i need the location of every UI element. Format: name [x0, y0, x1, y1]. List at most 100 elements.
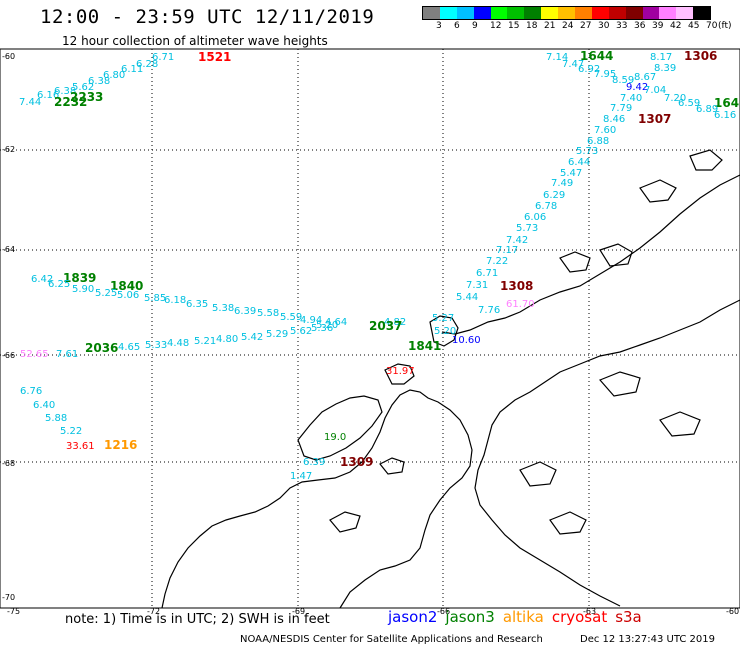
pass-time-label: 1307 — [638, 112, 671, 126]
wave-height-value: 6.06 — [524, 212, 546, 223]
wave-height-value: 7.04 — [644, 85, 666, 96]
wave-height-value: 7.20 — [664, 93, 686, 104]
color-scale-labels: 3 6 9 12 15 18 21 24 27 30 33 36 39 42 45 70 — [422, 21, 732, 33]
pass-time-label: 1306 — [684, 49, 717, 63]
wave-height-value: 6.28 — [136, 59, 158, 70]
pass-time-label: 2037 — [369, 319, 402, 333]
wave-height-value: 5.33 — [145, 340, 167, 351]
wave-height-value: 6.59 — [678, 98, 700, 109]
coast-islands-4 — [559, 251, 591, 273]
color-swatch — [676, 7, 694, 19]
color-swatch — [642, 7, 660, 19]
wave-height-value: 5.44 — [456, 292, 478, 303]
coast-anvers-island — [429, 315, 459, 347]
credit-line: NOAA/NESDIS Center for Satellite Applica… — [240, 634, 543, 645]
color-scale-tick: 45 — [688, 21, 700, 31]
coast-islands-2 — [379, 457, 405, 475]
pass-time-label: 1309 — [340, 455, 373, 469]
coast-south-mainland — [161, 389, 473, 609]
color-scale-bar — [422, 6, 712, 20]
legend-s3a: s3a — [615, 608, 642, 626]
wave-height-value: 6.16 — [37, 90, 59, 101]
wave-height-value: 5.73 — [516, 223, 538, 234]
wave-height-value: 33.61 — [66, 441, 95, 452]
wave-height-value: 4.80 — [216, 334, 238, 345]
wave-height-value: 5.27 — [432, 313, 454, 324]
color-scale-unit: (ft) — [718, 21, 732, 31]
wave-height-value: 19.0 — [324, 432, 346, 443]
wave-height-value: 4.65 — [118, 342, 140, 353]
wave-height-value: 5.73 — [576, 146, 598, 157]
color-scale-tick: 33 — [616, 21, 628, 31]
wave-height-value: 6.25 — [48, 279, 70, 290]
axis-labels: -60 -62 -64 -66 -68 -70 -75 -72 -69 -66 -63 -60 — [2, 52, 739, 616]
color-scale-tick: 36 — [634, 21, 646, 31]
wave-height-value: 7.49 — [551, 178, 573, 189]
wave-height-value: 5.42 — [241, 332, 263, 343]
wave-height-value: 6.39 — [303, 457, 325, 468]
wave-height-value: 5.38 — [212, 303, 234, 314]
wave-height-value: 7.61 — [56, 349, 78, 360]
coast-islands-6 — [639, 179, 677, 203]
latitude-label: -66 — [2, 351, 15, 360]
coast-adelaide-island — [297, 395, 383, 461]
longitude-label: -63 — [583, 607, 596, 616]
color-swatch — [693, 7, 711, 19]
latitude-label: -62 — [2, 145, 15, 154]
color-swatch — [524, 7, 542, 19]
pass-time-label: 2233 — [70, 90, 103, 104]
wave-height-value: 5.29 — [266, 329, 288, 340]
coast-islands-8 — [598, 371, 641, 397]
wave-height-value: 7.79 — [610, 103, 632, 114]
color-scale-tick: 70 — [706, 21, 718, 31]
wave-height-value: 5.36 — [311, 323, 333, 334]
color-swatch — [490, 7, 508, 19]
color-swatch — [507, 7, 525, 19]
wave-height-value: 7.40 — [620, 93, 642, 104]
wave-height-value: 8.17 — [650, 52, 672, 63]
wave-height-value: 8.39 — [654, 63, 676, 74]
wave-height-value: 52.65 — [20, 349, 49, 360]
coastline — [161, 149, 740, 609]
coast-islands-1 — [384, 363, 415, 385]
wave-height-value: 5.20 — [434, 326, 456, 337]
legend-jason3: jason3 — [445, 608, 495, 626]
coast-islands-5 — [599, 243, 633, 267]
color-swatch — [439, 7, 457, 19]
wave-height-value: 5.06 — [117, 290, 139, 301]
pass-time-label: 1839 — [63, 271, 96, 285]
wave-height-value: 8.67 — [634, 72, 656, 83]
color-swatch — [625, 7, 643, 19]
pass-time-label: 1840 — [110, 279, 143, 293]
pass-time-label: 2036 — [85, 341, 118, 355]
latitude-label: -64 — [2, 245, 15, 254]
color-swatch — [423, 7, 440, 19]
wave-height-value: 7.17 — [496, 245, 518, 256]
pass-time-label: 1644 — [580, 49, 613, 63]
color-scale-tick: 3 — [436, 21, 442, 31]
wave-height-value: 7.44 — [19, 97, 41, 108]
pass-time-label: 1308 — [500, 279, 533, 293]
wave-height-value: 5.20 — [316, 320, 338, 331]
color-scale-tick: 39 — [652, 21, 664, 31]
color-scale-tick: 12 — [490, 21, 502, 31]
color-swatch — [473, 7, 491, 19]
wave-height-value: 9.42 — [626, 82, 648, 93]
wave-height-value: 4.94 — [300, 315, 322, 326]
wave-height-value: 7.42 — [506, 235, 528, 246]
color-scale-tick: 18 — [526, 21, 538, 31]
wave-height-value: 5.59 — [280, 312, 302, 323]
color-scale-tick: 24 — [562, 21, 574, 31]
color-swatch — [575, 7, 592, 19]
satellite-legend: jason2 jason3 altika cryosat s3a — [388, 608, 650, 626]
pass-time-label: 164 — [714, 96, 739, 110]
coast-islands-9 — [659, 411, 701, 437]
latitude-label: -68 — [2, 459, 15, 468]
color-swatch — [659, 7, 677, 19]
wave-height-value: 5.90 — [72, 284, 94, 295]
wave-height-value: 5.88 — [45, 413, 67, 424]
wave-height-value: 5.47 — [560, 168, 582, 179]
wave-height-value: 5.22 — [60, 426, 82, 437]
wave-height-value: 7.14 — [546, 52, 568, 63]
